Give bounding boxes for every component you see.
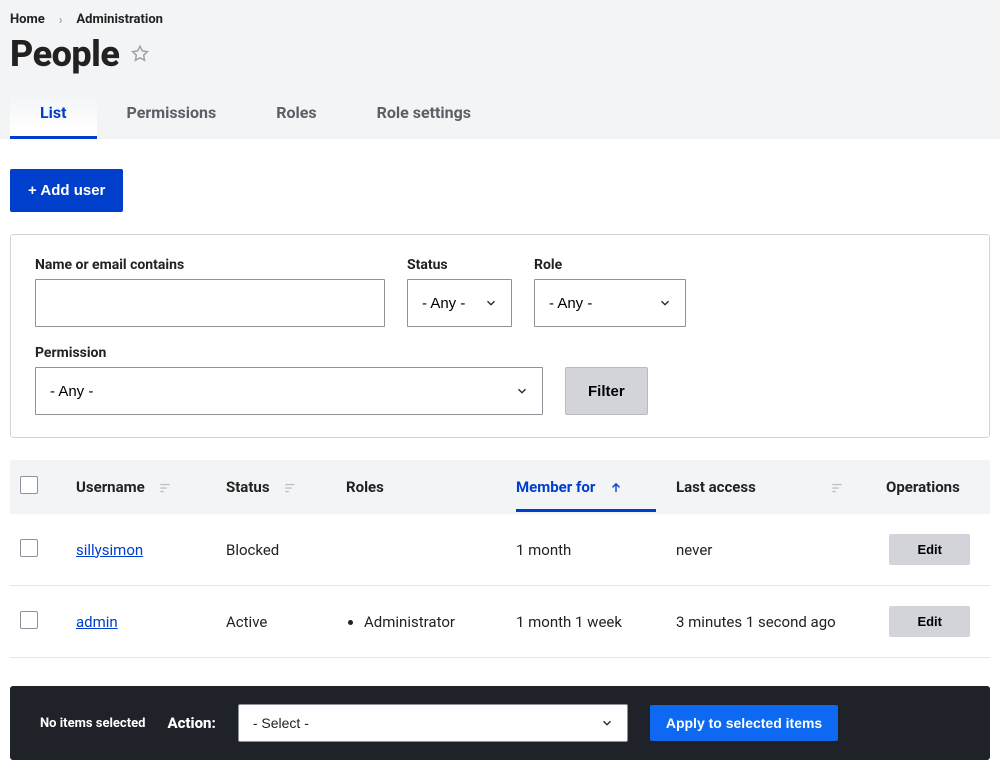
breadcrumb: Home › Administration [10, 12, 990, 29]
col-roles: Roles [336, 460, 506, 514]
tab-permissions[interactable]: Permissions [97, 93, 247, 139]
permission-filter-label: Permission [35, 345, 543, 361]
roles-cell [336, 514, 506, 586]
member-for-cell: 1 month 1 week [506, 586, 666, 658]
sort-icon [158, 481, 172, 495]
name-filter-label: Name or email contains [35, 257, 385, 273]
filter-button[interactable]: Filter [565, 367, 648, 415]
star-outline-icon[interactable] [129, 43, 151, 65]
roles-cell: Administrator [336, 586, 506, 658]
users-table: Username Status Roles [10, 460, 990, 658]
apply-button[interactable]: Apply to selected items [650, 705, 838, 741]
permission-filter-select[interactable]: - Any - [35, 367, 543, 415]
col-operations: Operations [876, 460, 990, 514]
edit-button[interactable]: Edit [889, 534, 970, 565]
row-checkbox[interactable] [20, 539, 38, 557]
filters-card: Name or email contains Status - Any - Ro… [10, 234, 990, 438]
action-label: Action: [167, 714, 215, 732]
username-link[interactable]: sillysimon [76, 541, 143, 559]
tab-list[interactable]: List [10, 93, 97, 139]
page-title: People [10, 33, 119, 75]
edit-button[interactable]: Edit [889, 606, 970, 637]
row-checkbox[interactable] [20, 611, 38, 629]
member-for-cell: 1 month [506, 514, 666, 586]
breadcrumb-home[interactable]: Home [10, 12, 45, 27]
col-last-access[interactable]: Last access [666, 460, 876, 514]
username-link[interactable]: admin [76, 613, 118, 631]
col-status[interactable]: Status [216, 460, 336, 514]
arrow-up-icon [609, 481, 623, 495]
bulk-actions-bar: No items selected Action: - Select - App… [10, 686, 990, 760]
tab-role-settings[interactable]: Role settings [347, 93, 501, 139]
name-filter-input[interactable] [35, 279, 385, 327]
add-user-button[interactable]: + Add user [10, 169, 123, 212]
status-filter-label: Status [407, 257, 512, 273]
last-access-cell: 3 minutes 1 second ago [666, 586, 876, 658]
status-cell: Blocked [216, 514, 336, 586]
chevron-right-icon: › [59, 13, 63, 27]
table-row: admin Active Administrator 1 month 1 wee… [10, 586, 990, 658]
col-username[interactable]: Username [66, 460, 216, 514]
breadcrumb-administration[interactable]: Administration [76, 12, 163, 27]
select-all-checkbox[interactable] [20, 476, 38, 494]
sort-icon [830, 481, 844, 495]
role-filter-select[interactable]: - Any - [534, 279, 686, 327]
role-filter-label: Role [534, 257, 686, 273]
tab-roles[interactable]: Roles [246, 93, 346, 139]
col-member-for[interactable]: Member for [506, 460, 666, 514]
bulk-action-select[interactable]: - Select - [238, 704, 628, 742]
last-access-cell: never [666, 514, 876, 586]
tabs: List Permissions Roles Role settings [10, 93, 990, 139]
sort-icon [283, 481, 297, 495]
status-cell: Active [216, 586, 336, 658]
table-row: sillysimon Blocked 1 month never Edit [10, 514, 990, 586]
status-filter-select[interactable]: - Any - [407, 279, 512, 327]
no-items-label: No items selected [40, 716, 145, 731]
